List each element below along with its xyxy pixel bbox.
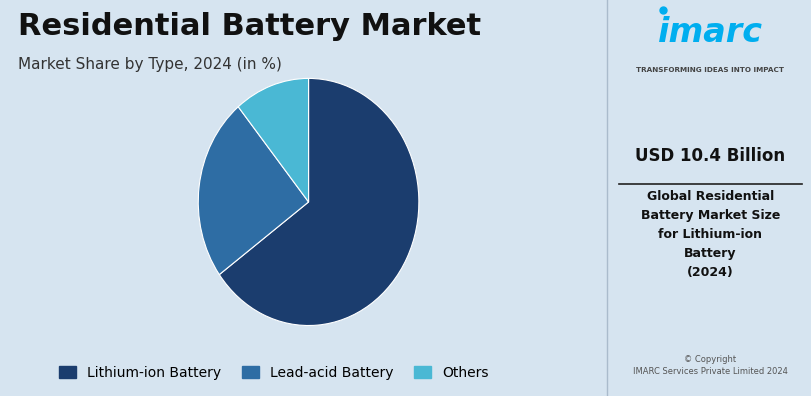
Text: TRANSFORMING IDEAS INTO IMPACT: TRANSFORMING IDEAS INTO IMPACT: [636, 67, 783, 73]
Text: Market Share by Type, 2024 (in %): Market Share by Type, 2024 (in %): [18, 57, 281, 72]
Wedge shape: [198, 107, 308, 274]
Text: imarc: imarc: [657, 16, 762, 49]
Legend: Lithium-ion Battery, Lead-acid Battery, Others: Lithium-ion Battery, Lead-acid Battery, …: [54, 360, 494, 385]
Text: USD 10.4 Billion: USD 10.4 Billion: [635, 147, 784, 164]
Wedge shape: [238, 78, 308, 202]
Text: Global Residential
Battery Market Size
for Lithium-ion
Battery
(2024): Global Residential Battery Market Size f…: [640, 190, 779, 279]
Wedge shape: [219, 78, 418, 326]
Text: © Copyright
IMARC Services Private Limited 2024: © Copyright IMARC Services Private Limit…: [633, 355, 787, 376]
Text: Residential Battery Market: Residential Battery Market: [18, 12, 481, 41]
